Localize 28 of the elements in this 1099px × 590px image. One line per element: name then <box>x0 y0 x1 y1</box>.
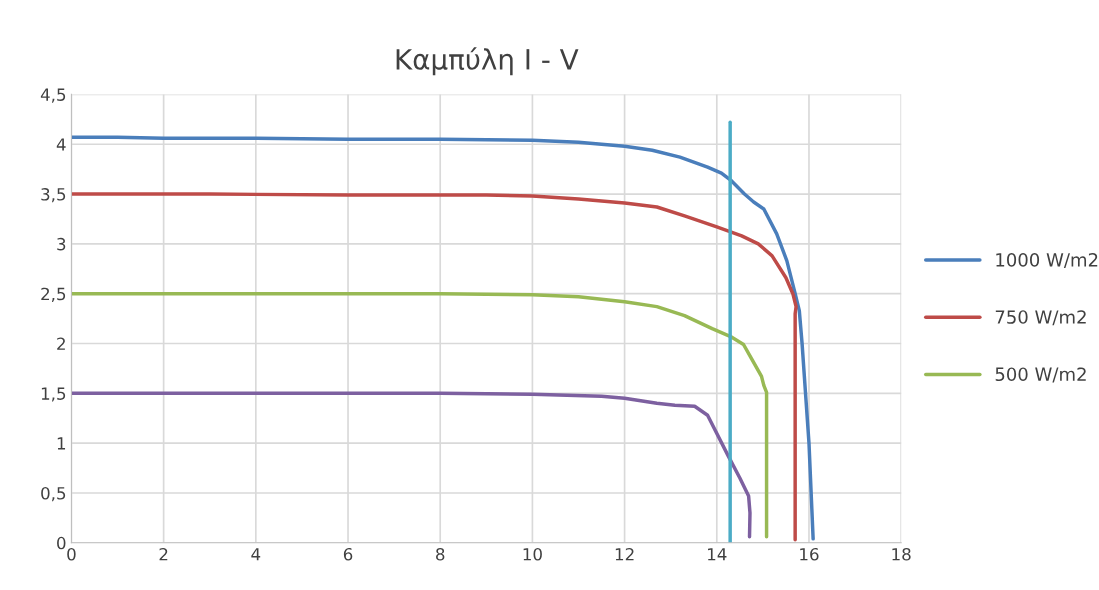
x-tick-label: 8 <box>436 547 445 561</box>
legend-label: 750 W/m2 <box>995 310 1086 326</box>
y-tick-label: 4 <box>56 138 66 151</box>
line-series <box>71 192 798 542</box>
x-tick-label: 4 <box>251 548 261 561</box>
y-tick-label: 2,5 <box>41 287 66 302</box>
x-tick-label: 0 <box>67 547 76 561</box>
y-tick-label: 3 <box>57 237 66 251</box>
chart-title: Καμπύλη I - V <box>396 47 579 76</box>
line-series <box>71 135 815 541</box>
y-tick-label: 0 <box>57 536 66 550</box>
x-tick-label: 12 <box>615 547 634 561</box>
y-tick-label: 2 <box>57 337 65 350</box>
y-tick-label: 1,5 <box>41 387 66 402</box>
x-tick-label: 2 <box>159 547 168 561</box>
y-tick-label: 1 <box>57 437 66 450</box>
x-tick-label: 14 <box>708 548 727 561</box>
x-tick-label: 18 <box>892 547 911 561</box>
x-tick-label: 6 <box>343 547 353 561</box>
legend-label: 1000 W/m2 <box>996 252 1098 269</box>
legend-label: 500 W/m2 <box>995 367 1086 383</box>
line-series <box>71 291 769 539</box>
y-tick-label: 3,5 <box>41 188 66 203</box>
x-tick-label: 10 <box>523 547 542 561</box>
x-tick-label: 16 <box>800 547 819 561</box>
line-series <box>71 391 752 539</box>
y-tick-label: 0,5 <box>41 486 66 502</box>
y-tick-label: 4,5 <box>40 88 66 103</box>
